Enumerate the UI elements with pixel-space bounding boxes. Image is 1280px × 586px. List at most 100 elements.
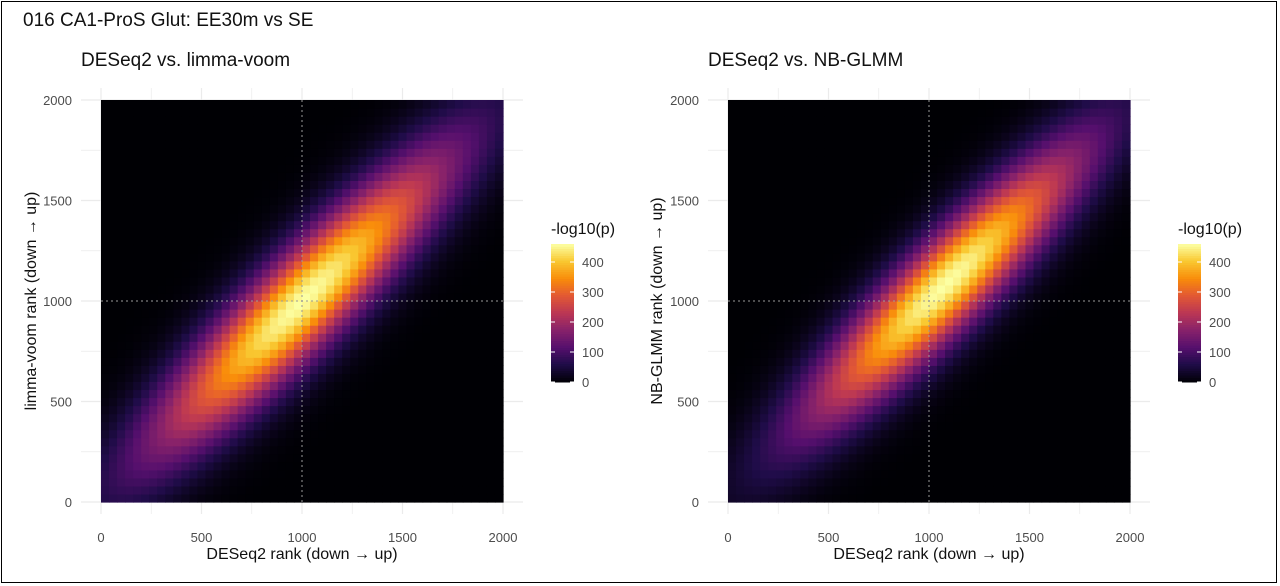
heatmap-cell <box>406 485 416 495</box>
heatmap-cell <box>133 453 142 463</box>
heatmap-cell <box>285 405 295 415</box>
heatmap-cell <box>1001 317 1010 326</box>
heatmap-cell <box>261 292 271 302</box>
heatmap-cell <box>864 461 874 471</box>
heatmap-cell <box>237 116 247 125</box>
heatmap-cell <box>1025 172 1035 181</box>
heatmap-cell <box>856 397 866 407</box>
heatmap-cell <box>269 148 279 157</box>
heatmap-cell <box>221 381 231 391</box>
heatmap-cell <box>993 156 1002 165</box>
heatmap-cell <box>1001 301 1010 310</box>
heatmap-cell <box>744 317 753 326</box>
heatmap-cell <box>109 188 118 198</box>
heatmap-cell <box>929 453 938 463</box>
heatmap-cell <box>945 445 954 455</box>
heatmap-cell <box>302 220 311 230</box>
heatmap-cell <box>816 212 826 222</box>
heatmap-cell <box>446 341 456 350</box>
heatmap-cell <box>728 325 737 334</box>
heatmap-cell <box>318 212 327 222</box>
heatmap-cell <box>165 180 174 190</box>
heatmap-cell <box>848 260 858 270</box>
heatmap-cell <box>816 397 826 407</box>
colorbar-segment <box>551 280 574 284</box>
heatmap-cell <box>760 389 769 399</box>
heatmap-cell <box>414 116 424 125</box>
heatmap-cell <box>848 244 858 254</box>
heatmap-cell <box>985 445 994 455</box>
heatmap-cell <box>462 204 472 214</box>
heatmap-cell <box>832 156 842 165</box>
heatmap-cell <box>808 244 818 254</box>
heatmap-cell <box>1009 357 1019 366</box>
heatmap-cell <box>784 437 793 447</box>
heatmap-cell <box>784 341 793 350</box>
heatmap-cell <box>760 228 769 238</box>
heatmap-cell <box>736 437 745 447</box>
heatmap-cell <box>269 445 279 455</box>
heatmap-cell <box>133 365 142 374</box>
heatmap-cell <box>189 180 199 190</box>
heatmap-cell <box>277 244 287 254</box>
heatmap-cell <box>937 485 946 495</box>
heatmap-cell <box>470 212 480 222</box>
heatmap-cell <box>149 140 158 149</box>
heatmap-cell <box>478 116 488 125</box>
heatmap-cell <box>125 212 134 222</box>
heatmap-cell <box>760 477 769 487</box>
heatmap-cell <box>470 453 480 463</box>
heatmap-cell <box>470 124 480 133</box>
heatmap-cell <box>1097 373 1107 382</box>
heatmap-cell <box>454 124 464 133</box>
heatmap-cell <box>157 148 166 157</box>
heatmap-cell <box>454 212 464 222</box>
heatmap-cell <box>462 180 472 190</box>
heatmap-cell <box>165 276 174 286</box>
heatmap-cell <box>937 220 946 230</box>
heatmap-cell <box>109 260 118 270</box>
heatmap-cell <box>1017 140 1027 149</box>
heatmap-cell <box>744 405 753 415</box>
heatmap-cell <box>977 228 986 238</box>
heatmap-cell <box>101 116 110 125</box>
heatmap-cell <box>1049 493 1059 503</box>
heatmap-cell <box>253 333 263 342</box>
heatmap-cell <box>253 477 263 487</box>
heatmap-cell <box>904 381 914 391</box>
heatmap-cell <box>285 317 295 326</box>
heatmap-cell <box>1025 188 1035 198</box>
heatmap-cell <box>920 445 930 455</box>
heatmap-cell <box>269 349 279 358</box>
heatmap-cell <box>1097 477 1107 487</box>
heatmap-cell <box>318 349 327 358</box>
heatmap-cell <box>800 164 809 173</box>
heatmap-cell <box>173 204 182 214</box>
heatmap-cell <box>302 469 311 479</box>
heatmap-cell <box>253 349 263 358</box>
heatmap-cell <box>470 413 480 423</box>
heatmap-cell <box>784 212 793 222</box>
heatmap-cell <box>1073 292 1083 302</box>
heatmap-cell <box>374 325 383 334</box>
heatmap-cell <box>350 284 359 294</box>
heatmap-cell <box>1017 188 1027 198</box>
heatmap-cell <box>832 188 842 198</box>
heatmap-cell <box>213 228 223 238</box>
heatmap-cell <box>1017 156 1027 165</box>
heatmap-cell <box>824 381 834 391</box>
heatmap-cell <box>326 381 335 391</box>
heatmap-cell <box>961 116 970 125</box>
heatmap-cell <box>318 477 327 487</box>
heatmap-cell <box>760 365 769 374</box>
heatmap-cell <box>824 325 834 334</box>
heatmap-cell <box>326 453 335 463</box>
heatmap-cell <box>245 365 255 374</box>
heatmap-cell <box>1025 164 1035 173</box>
heatmap-cell <box>229 381 239 391</box>
heatmap-cell <box>768 284 777 294</box>
heatmap-cell <box>165 413 174 423</box>
heatmap-cell <box>824 284 834 294</box>
heatmap-cell <box>358 108 367 117</box>
heatmap-cell <box>888 236 898 246</box>
